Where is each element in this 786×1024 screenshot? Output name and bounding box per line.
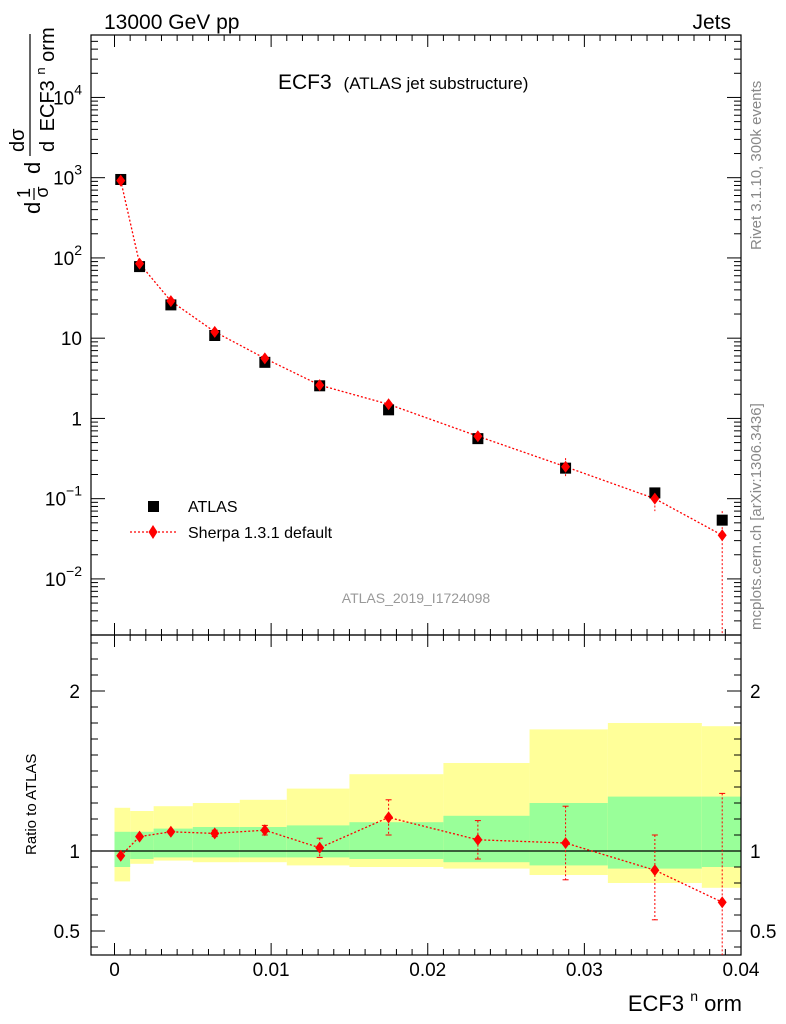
mc-point: [210, 325, 220, 338]
ylabel-one: 1: [14, 188, 34, 198]
ratio-mc-line: [120, 816, 723, 903]
svg-text:d ECF3 n orm: d ECF3 n orm: [28, 27, 59, 152]
legend-data-marker: [148, 501, 159, 512]
analysis-id: ATLAS_2019_I1724098: [342, 590, 491, 606]
band-inner-bin: [529, 803, 608, 866]
band-inner-bin: [130, 831, 154, 859]
data-point: [716, 514, 728, 526]
ratio-ylabel: Ratio to ATLAS: [23, 754, 40, 855]
ratio-mc-point: [135, 830, 145, 843]
ylabel-d: d: [20, 202, 45, 214]
mc-point: [166, 295, 176, 308]
ratio-frame: [90, 634, 742, 956]
ylabel-den-ecf: ECF3: [37, 80, 59, 131]
xlabel-sup: n: [690, 988, 698, 1004]
legend-data-label: ATLAS: [188, 499, 238, 516]
mc-point: [561, 460, 571, 473]
main-frame: [90, 34, 742, 636]
ratio-y-tick-label-right: 1: [750, 842, 761, 863]
y-tick-label: 10−1: [45, 483, 82, 511]
ratio-mc-point: [384, 811, 394, 824]
svg-text:d σ: d σ: [20, 187, 52, 214]
plot-title: ECF3 (ATLAS jet substructure): [278, 71, 528, 94]
y-tick-label: 103: [53, 162, 82, 190]
ratio-y-tick-label-left: 1: [69, 842, 80, 863]
mc-point: [650, 492, 660, 505]
y-tick-label: 10−2: [45, 563, 82, 591]
ratio-mc-point: [561, 837, 571, 849]
ratio-mc-point: [210, 827, 220, 840]
ratio-y-tick-label-right: 0.5: [750, 922, 776, 943]
ratio-mc-point: [717, 896, 727, 909]
y-tick-label: 1: [71, 409, 82, 430]
mcplots-label: mcplots.cern.ch [arXiv:1306.3436]: [748, 403, 765, 630]
main-ylabel: d σ 1 d dσ d ECF3 n orm: [7, 27, 59, 214]
x-tick-label: 0.03: [566, 960, 603, 981]
ylabel-sigma: σ: [32, 187, 52, 198]
y-tick-label: 10: [61, 329, 82, 350]
ylabel-den-rest: orm: [37, 27, 59, 61]
y-tick-label: 102: [53, 242, 82, 270]
mc-point: [116, 174, 126, 187]
band-inner-bin: [701, 796, 741, 867]
ratio-mc-point: [260, 824, 270, 837]
ratio-mc-point: [650, 864, 660, 877]
ratio-panel: 0 0.01 0.02 0.03 0.04 0.5 0.5 1 1 2 2: [54, 35, 776, 981]
ylabel-den-sup: n: [33, 67, 48, 74]
ratio-mc-point: [116, 849, 126, 862]
ratio-y-tick-label-left: 2: [69, 682, 80, 703]
ratio-mc-point: [315, 841, 325, 854]
ratio-mc-point: [473, 833, 483, 846]
xlabel-base: ECF3: [628, 991, 684, 1016]
ratio-y-tick-label-right: 2: [750, 682, 761, 703]
ylabel-num: dσ: [7, 128, 29, 152]
ylabel-den-d: d: [37, 141, 59, 152]
ylabel-frac-d: d: [20, 162, 45, 174]
plot-title-main: ECF3: [278, 71, 332, 94]
mc-point: [717, 529, 727, 542]
x-tick-label: 0.01: [253, 960, 290, 981]
mc-point: [135, 257, 145, 270]
x-tick-label: 0.02: [409, 960, 446, 981]
rivet-label: Rivet 3.1.10, 300k events: [748, 81, 765, 250]
legend-mc-label: Sherpa 1.3.1 default: [188, 525, 333, 542]
legend: ATLAS Sherpa 1.3.1 default: [130, 499, 333, 542]
xlabel-rest: orm: [704, 991, 742, 1016]
plot-title-sub: (ATLAS jet substructure): [344, 74, 529, 93]
legend-mc-marker: [148, 525, 158, 539]
band-inner-bin: [349, 822, 444, 859]
mc-point: [384, 398, 394, 411]
mc-point: [315, 379, 325, 392]
x-axis-label: ECF3 n orm: [628, 981, 742, 1016]
header-left: 13000 GeV pp: [104, 11, 239, 34]
y-tick-label: 104: [53, 81, 82, 109]
x-tick-label: 0: [109, 960, 120, 981]
ratio-y-tick-label-left: 0.5: [54, 922, 80, 943]
band-inner-bin: [607, 796, 702, 869]
main-panel: 10−2 10−1 1 10 102 103 104: [45, 34, 742, 636]
x-tick-label: 0.04: [723, 960, 760, 981]
mc-point: [260, 352, 270, 365]
band-inner-bin: [286, 825, 350, 858]
mc-line: [120, 180, 723, 536]
header-right: Jets: [692, 11, 731, 34]
ratio-mc-point: [166, 825, 176, 838]
mc-point: [473, 430, 483, 443]
band-inner-bin: [443, 815, 530, 863]
